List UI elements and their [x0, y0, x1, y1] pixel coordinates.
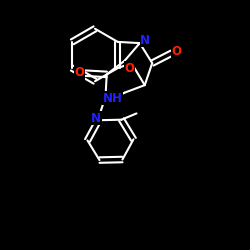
Text: O: O — [124, 62, 134, 75]
Text: O: O — [75, 66, 85, 79]
Text: O: O — [171, 46, 181, 59]
Text: N: N — [91, 112, 101, 125]
Text: N: N — [140, 34, 150, 47]
Text: NH: NH — [102, 92, 122, 105]
